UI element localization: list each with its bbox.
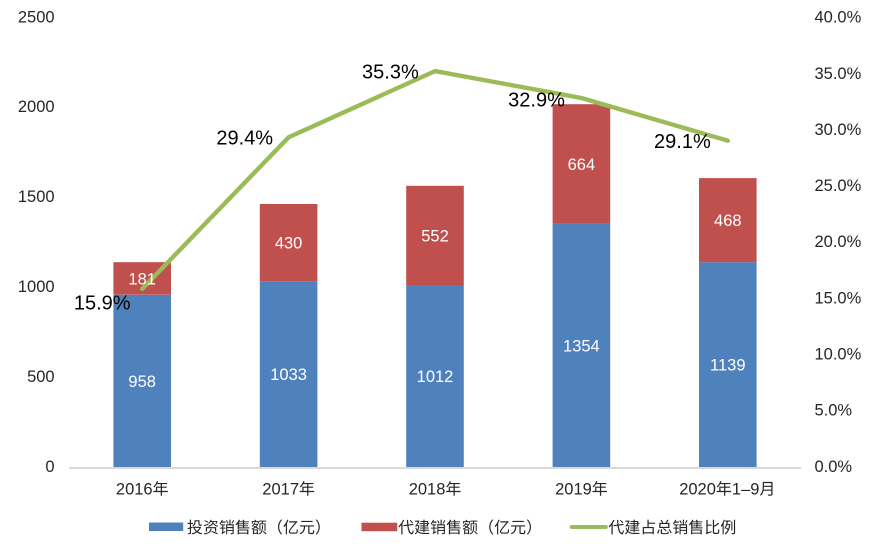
svg-text:1012: 1012 [417, 368, 454, 386]
svg-text:10.0%: 10.0% [815, 346, 862, 364]
svg-text:15.9%: 15.9% [74, 293, 131, 315]
svg-text:15.0%: 15.0% [815, 289, 862, 307]
svg-text:0.0%: 0.0% [815, 458, 853, 476]
svg-text:25.0%: 25.0% [815, 177, 862, 195]
svg-text:1354: 1354 [563, 337, 600, 355]
svg-text:1500: 1500 [18, 188, 55, 206]
svg-text:5.0%: 5.0% [815, 402, 853, 420]
svg-text:181: 181 [128, 271, 156, 289]
svg-text:30.0%: 30.0% [815, 121, 862, 139]
svg-text:35.0%: 35.0% [815, 65, 862, 83]
svg-text:0: 0 [45, 458, 54, 476]
svg-text:32.9%: 32.9% [508, 89, 565, 111]
svg-text:2019: 2019 [555, 481, 592, 499]
svg-text:958: 958 [128, 373, 156, 391]
svg-text:2500: 2500 [18, 8, 55, 26]
svg-text:40.0%: 40.0% [815, 9, 862, 27]
svg-text:35.3%: 35.3% [362, 62, 419, 84]
svg-text:29.1%: 29.1% [654, 131, 711, 153]
svg-text:1139: 1139 [710, 357, 745, 375]
svg-text:2017: 2017 [262, 481, 299, 499]
svg-text:468: 468 [714, 212, 742, 230]
svg-text:2000: 2000 [18, 98, 55, 116]
svg-text:1033: 1033 [270, 366, 307, 384]
svg-text:664: 664 [568, 156, 596, 174]
svg-text:20.0%: 20.0% [815, 233, 862, 251]
svg-text:1000: 1000 [18, 278, 55, 296]
svg-text:430: 430 [275, 235, 303, 253]
svg-text:1–9: 1–9 [732, 481, 760, 499]
svg-text:29.4%: 29.4% [216, 127, 273, 149]
svg-text:2018: 2018 [409, 481, 446, 499]
svg-text:500: 500 [27, 368, 55, 386]
svg-text:552: 552 [421, 227, 449, 245]
svg-text:2020: 2020 [679, 481, 716, 499]
svg-text:2016: 2016 [116, 481, 153, 499]
